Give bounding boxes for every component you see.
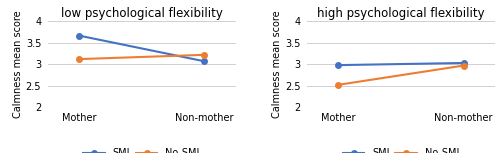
Title: low psychological flexibility: low psychological flexibility (60, 7, 222, 20)
Y-axis label: Calmness mean score: Calmness mean score (272, 10, 282, 118)
Line: SMI: SMI (76, 33, 207, 64)
SMI (76, 35, 82, 36)
SMI (460, 62, 466, 64)
No-SMI (460, 65, 466, 66)
No-SMI (201, 54, 207, 56)
Line: SMI: SMI (336, 60, 466, 68)
No-SMI (336, 84, 342, 86)
Legend: SMI, No-SMI: SMI, No-SMI (80, 144, 204, 153)
No-SMI (76, 58, 82, 60)
SMI (336, 64, 342, 66)
Legend: SMI, No-SMI: SMI, No-SMI (339, 144, 463, 153)
Y-axis label: Calmness mean score: Calmness mean score (13, 10, 23, 118)
Line: No-SMI: No-SMI (336, 63, 466, 88)
Line: No-SMI: No-SMI (76, 52, 207, 62)
Title: high psychological flexibility: high psychological flexibility (317, 7, 485, 20)
SMI (201, 60, 207, 62)
